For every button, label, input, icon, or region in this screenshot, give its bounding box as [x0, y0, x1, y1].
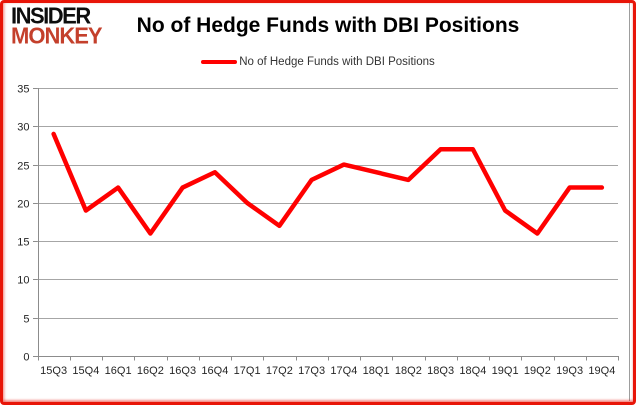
legend-series-label: No of Hedge Funds with DBI Positions — [239, 56, 435, 68]
x-tick-label-17Q3: 17Q3 — [298, 365, 325, 377]
x-tick-label-18Q1: 18Q1 — [363, 365, 390, 377]
chart-object-border-right — [629, 2, 630, 401]
x-tick-label-16Q4: 16Q4 — [201, 365, 228, 377]
y-tick-label: 30 — [17, 122, 29, 134]
y-tick-label: 15 — [17, 237, 29, 249]
x-tick-label-16Q2: 16Q2 — [137, 365, 164, 377]
chart-legend: No of Hedge Funds with DBI Positions — [0, 56, 636, 68]
y-tick-label: 0 — [23, 352, 29, 364]
x-tick-label-18Q3: 18Q3 — [427, 365, 454, 377]
x-tick-label-19Q3: 19Q3 — [556, 365, 583, 377]
chart-series-line — [51, 131, 605, 236]
x-tick-label-15Q4: 15Q4 — [72, 365, 99, 377]
x-tick-label-16Q1: 16Q1 — [105, 365, 132, 377]
x-tick-label-17Q1: 17Q1 — [234, 365, 261, 377]
x-tick-label-18Q4: 18Q4 — [459, 365, 486, 377]
insider-monkey-logo: INSIDER MONKEY — [11, 2, 103, 50]
x-tick-label-17Q2: 17Q2 — [266, 365, 293, 377]
chart-title: No of Hedge Funds with DBI Positions — [136, 14, 520, 37]
y-tick-label: 5 — [23, 314, 29, 326]
logo-text-monkey: MONKEY — [11, 23, 103, 50]
x-tick-label-15Q3: 15Q3 — [40, 365, 67, 377]
x-tick-label-19Q1: 19Q1 — [492, 365, 519, 377]
logo-text-insider: INSIDER — [11, 2, 91, 29]
x-tick-label-18Q2: 18Q2 — [395, 365, 422, 377]
x-tick-label-16Q3: 16Q3 — [169, 365, 196, 377]
x-tick-label-19Q4: 19Q4 — [588, 365, 615, 377]
x-tick-label-19Q2: 19Q2 — [524, 365, 551, 377]
legend-line-swatch-icon — [201, 60, 238, 64]
y-tick-label: 25 — [17, 161, 29, 173]
y-tick-label: 10 — [17, 275, 29, 287]
x-tick-label-17Q4: 17Q4 — [330, 365, 357, 377]
y-tick-label: 35 — [17, 84, 29, 96]
y-tick-label: 20 — [17, 199, 29, 211]
